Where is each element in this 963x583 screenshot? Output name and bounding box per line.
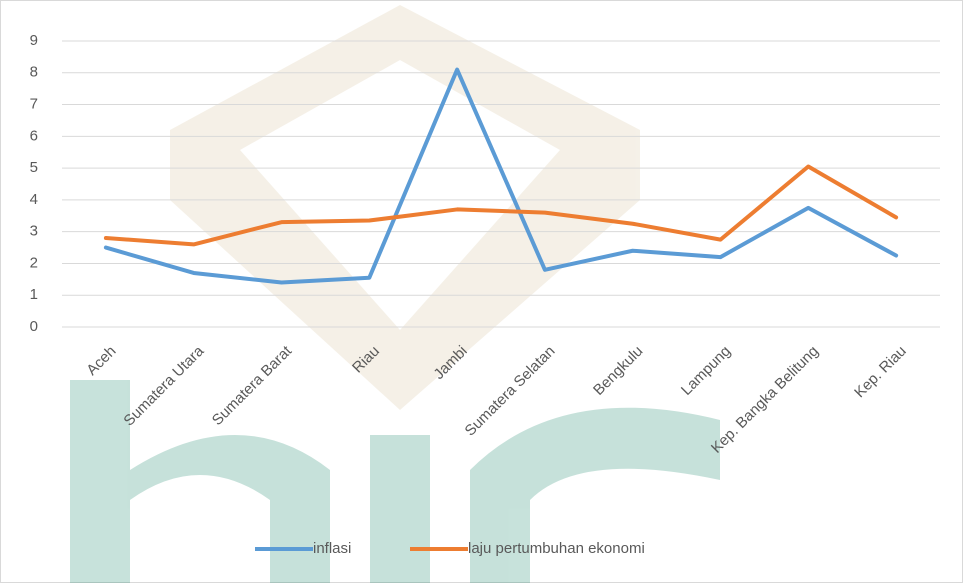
chart: 0123456789AcehSumatera UtaraSumatera Bar… [0,0,963,583]
y-tick-label: 8 [30,64,38,81]
y-tick-label: 3 [30,223,38,240]
y-tick-label: 5 [30,159,38,176]
y-tick-label: 6 [30,127,38,144]
watermark-letter [370,435,430,583]
y-tick-label: 1 [30,286,38,303]
y-tick-label: 9 [30,32,38,49]
y-tick-label: 4 [30,191,38,208]
y-tick-label: 0 [30,318,38,335]
y-tick-label: 7 [30,96,38,113]
legend-label: inflasi [313,540,351,557]
y-tick-label: 2 [30,254,38,271]
legend-label: laju pertumbuhan ekonomi [468,540,645,557]
